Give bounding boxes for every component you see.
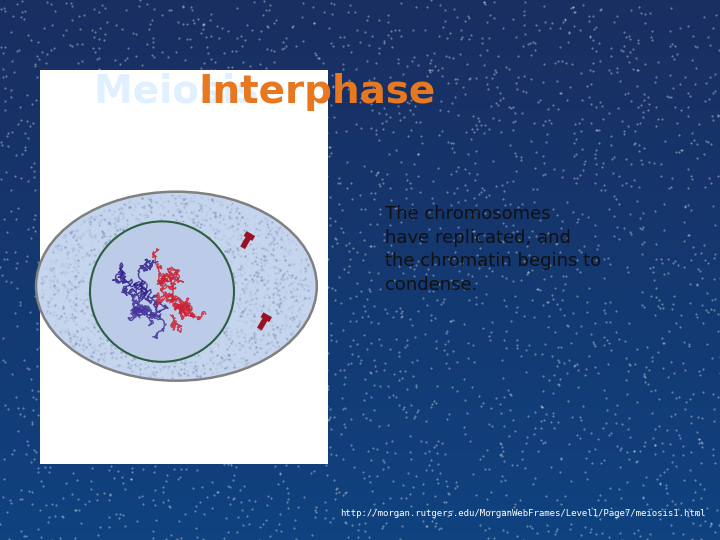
Ellipse shape xyxy=(36,192,317,381)
Text: Interphase: Interphase xyxy=(199,73,436,111)
Text: The chromosomes
have replicated, and
the chromatin begins to
condense.: The chromosomes have replicated, and the… xyxy=(385,205,601,294)
Ellipse shape xyxy=(90,221,234,362)
Text: http://morgan.rutgers.edu/MorganWebFrames/Level1/Page7/meiosis1.html: http://morgan.rutgers.edu/MorganWebFrame… xyxy=(340,509,706,518)
Bar xyxy=(40,70,328,464)
Text: Meiosis: Meiosis xyxy=(94,73,271,111)
